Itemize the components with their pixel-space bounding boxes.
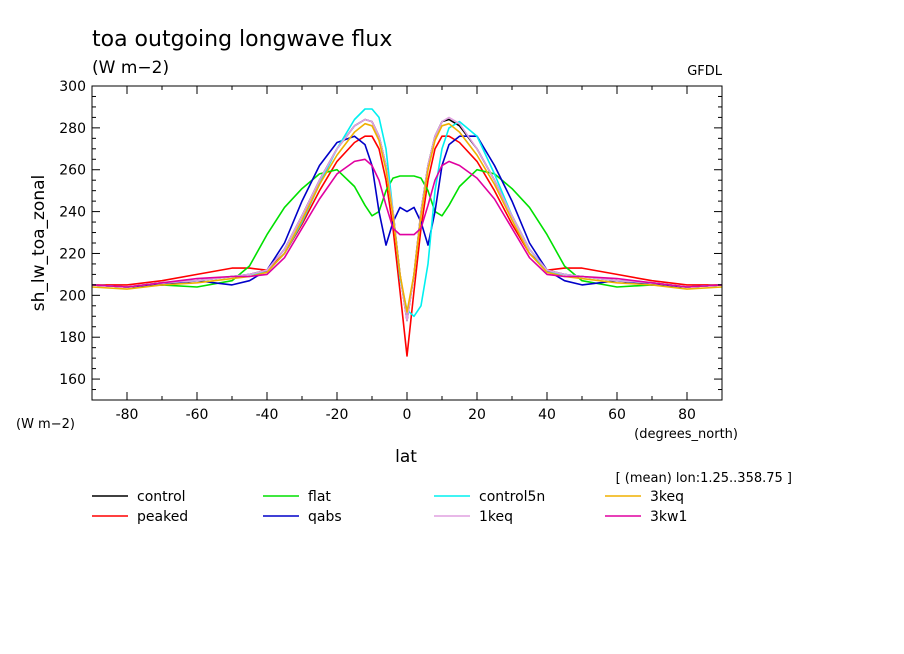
legend-label-flat: flat	[308, 489, 331, 505]
x-axis-label: lat	[395, 447, 417, 467]
y-tick-label: 220	[59, 246, 86, 262]
legend-label-peaked: peaked	[137, 509, 188, 525]
y-tick-label: 200	[59, 288, 86, 304]
axis-ticks: -80 -60 -40 -20 0 20 40 60 80 160 180 200 220 240 260 2…	[59, 79, 723, 423]
x-tick-label: 80	[678, 407, 696, 423]
legend-label-3kw1: 3kw1	[650, 509, 687, 525]
y-tick-label: 280	[59, 121, 86, 137]
legend-label-control: control	[137, 489, 186, 505]
series-line-1keq	[91, 116, 723, 322]
x-tick-label: 40	[538, 407, 556, 423]
y-tick-label: 300	[59, 79, 86, 95]
chart-subtitle: (W m−2)	[92, 58, 169, 78]
x-tick-label: 20	[468, 407, 486, 423]
y-axis-units: (W m−2)	[16, 417, 75, 432]
legend-label-3keq: 3keq	[650, 489, 684, 505]
chart-title: toa outgoing longwave flux	[92, 27, 392, 52]
y-tick-label: 160	[59, 372, 86, 388]
plot-lines	[91, 108, 723, 357]
legend: control peaked flat qabs control5n 1keq 3keq 3k…	[92, 489, 687, 525]
x-tick-label: -20	[326, 407, 349, 423]
series-line-3keq	[91, 122, 723, 313]
legend-label-control5n: control5n	[479, 489, 545, 505]
x-tick-label: -40	[256, 407, 279, 423]
y-tick-label: 180	[59, 330, 86, 346]
x-axis-units: (degrees_north)	[634, 427, 738, 442]
series-line-flat	[91, 168, 723, 288]
plot-frame	[91, 85, 723, 401]
series-line-control5n	[91, 108, 723, 318]
series-line-3kw1	[91, 158, 723, 288]
y-tick-label: 260	[59, 163, 86, 179]
source-label: GFDL	[687, 64, 723, 79]
x-tick-label: -60	[186, 407, 209, 423]
x-tick-label: 60	[608, 407, 626, 423]
x-tick-label: -80	[116, 407, 139, 423]
legend-label-1keq: 1keq	[479, 509, 513, 525]
series-line-control	[91, 118, 723, 322]
y-tick-label: 240	[59, 205, 86, 221]
y-axis-label: sh_lw_toa_zonal	[29, 175, 49, 311]
x-tick-label: 0	[403, 407, 412, 423]
series-line-qabs	[91, 135, 723, 288]
legend-label-qabs: qabs	[308, 509, 342, 525]
series-line-peaked	[92, 135, 722, 357]
mean-note: [ (mean) lon:1.25..358.75 ]	[616, 471, 792, 486]
